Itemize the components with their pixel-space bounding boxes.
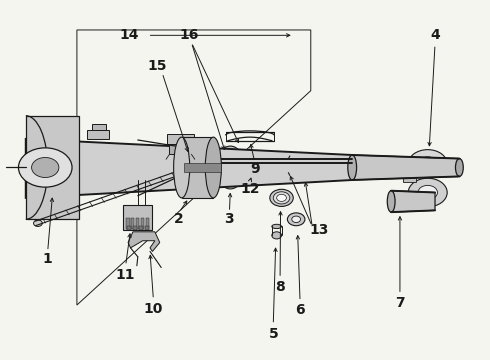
Circle shape [31, 157, 59, 177]
Polygon shape [352, 155, 460, 180]
Ellipse shape [288, 213, 305, 226]
Text: 2: 2 [174, 212, 184, 226]
Bar [92, 123, 106, 130]
Bar [141, 218, 144, 229]
Polygon shape [128, 232, 160, 251]
Text: 5: 5 [269, 327, 278, 341]
Bar [145, 226, 148, 230]
Ellipse shape [456, 158, 463, 176]
Ellipse shape [236, 157, 244, 165]
Text: 14: 14 [120, 28, 139, 42]
Circle shape [19, 148, 72, 187]
Bar [136, 218, 139, 229]
Text: 3: 3 [224, 212, 234, 226]
Bar [170, 144, 192, 154]
Bar [123, 205, 152, 230]
Ellipse shape [250, 158, 255, 163]
Polygon shape [26, 116, 79, 219]
Circle shape [218, 157, 228, 165]
Bar [126, 218, 129, 229]
Ellipse shape [272, 232, 282, 239]
Polygon shape [26, 139, 352, 198]
Ellipse shape [227, 162, 234, 173]
Bar [167, 134, 194, 144]
Text: 7: 7 [395, 296, 405, 310]
Bar [133, 226, 137, 230]
Ellipse shape [223, 157, 238, 178]
Ellipse shape [292, 216, 300, 222]
Text: 12: 12 [240, 182, 260, 196]
Text: 15: 15 [147, 59, 167, 73]
Ellipse shape [233, 154, 247, 168]
Ellipse shape [244, 158, 261, 177]
Text: 4: 4 [430, 28, 440, 42]
Text: 16: 16 [179, 28, 198, 42]
Circle shape [214, 155, 232, 167]
Polygon shape [391, 191, 435, 212]
Ellipse shape [270, 189, 293, 206]
Ellipse shape [348, 155, 357, 180]
Ellipse shape [298, 163, 306, 172]
Ellipse shape [418, 185, 438, 200]
Ellipse shape [295, 159, 309, 176]
Bar [403, 175, 416, 182]
Ellipse shape [272, 224, 282, 229]
Ellipse shape [33, 220, 42, 226]
Bar [182, 137, 213, 198]
Ellipse shape [205, 137, 221, 198]
Ellipse shape [293, 156, 312, 179]
Bar [131, 218, 134, 229]
Bar [127, 226, 131, 230]
Text: 13: 13 [309, 223, 329, 237]
Text: 1: 1 [43, 252, 52, 266]
Ellipse shape [173, 137, 190, 198]
Text: 6: 6 [295, 303, 305, 318]
Text: 10: 10 [144, 302, 163, 316]
Ellipse shape [216, 146, 245, 189]
Ellipse shape [408, 178, 447, 207]
Ellipse shape [248, 162, 257, 173]
Ellipse shape [277, 194, 287, 202]
Bar [184, 163, 220, 172]
Bar [146, 218, 149, 229]
Ellipse shape [247, 156, 257, 166]
Text: 9: 9 [250, 162, 260, 176]
Text: 11: 11 [116, 268, 135, 282]
Text: 8: 8 [275, 280, 285, 294]
Ellipse shape [273, 192, 290, 204]
Ellipse shape [418, 157, 438, 171]
Bar [139, 226, 143, 230]
Bar [87, 130, 109, 139]
Ellipse shape [408, 150, 447, 178]
Ellipse shape [387, 191, 395, 212]
